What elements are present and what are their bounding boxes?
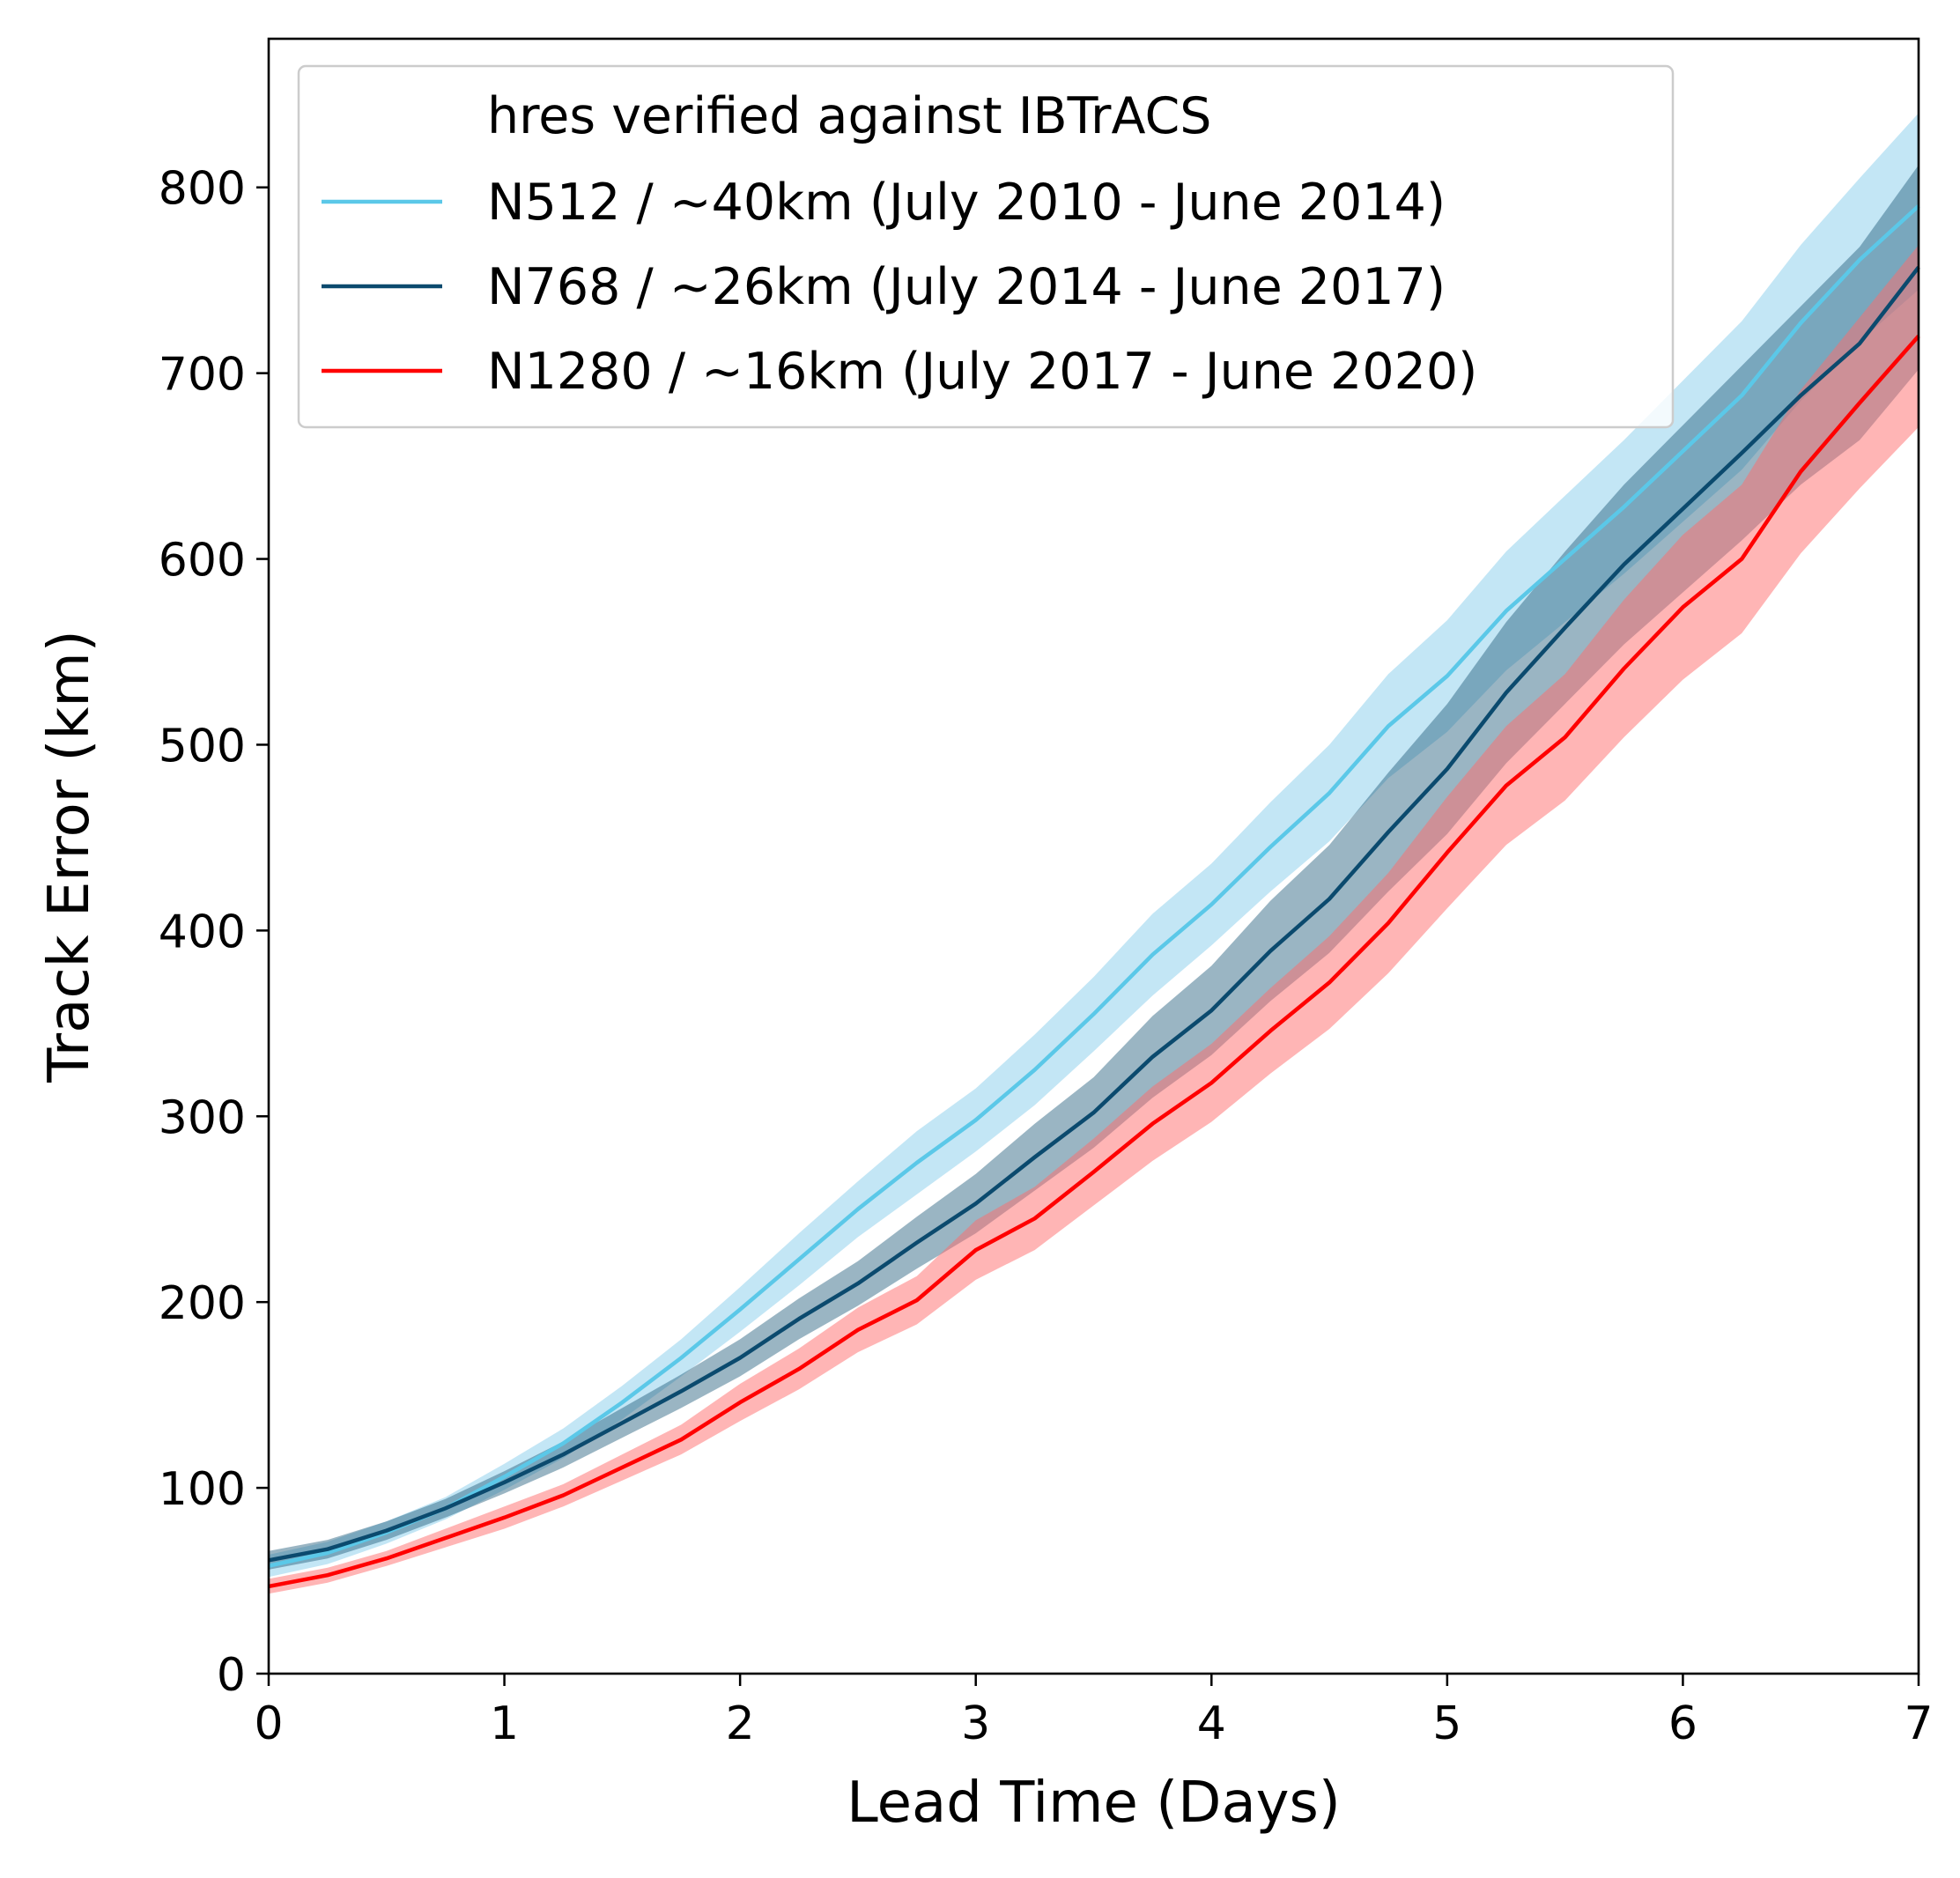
y-tick-label: 600	[159, 535, 246, 588]
y-tick-label: 700	[159, 349, 246, 402]
x-tick-label: 6	[1668, 1697, 1697, 1750]
y-tick-label: 400	[159, 906, 246, 958]
y-tick-label: 0	[217, 1649, 246, 1702]
legend-box	[297, 64, 1675, 429]
plot-frame	[267, 37, 1920, 1675]
x-tick-label: 5	[1432, 1697, 1461, 1750]
y-tick-label: 100	[159, 1463, 246, 1516]
x-tick-label: 2	[726, 1697, 755, 1750]
y-axis-title: Track Error (km)	[37, 630, 102, 1083]
y-tick-label: 500	[159, 720, 246, 773]
x-axis-ticks: 0 1 2 3 4 5 6 7	[254, 1674, 1934, 1750]
legend-title: hres verified against IBTrACS	[487, 87, 1211, 145]
x-tick-label: 1	[490, 1697, 519, 1750]
x-tick-label: 3	[961, 1697, 990, 1750]
legend: hres verified against IBTrACS N512 / ~40…	[297, 64, 1675, 429]
x-tick-label: 4	[1197, 1697, 1226, 1750]
legend-label-1: N512 / ~40km (July 2010 - June 2014)	[487, 174, 1446, 232]
legend-entries: N512 / ~40km (July 2010 - June 2014) N768…	[322, 174, 1477, 401]
legend-label-3: N1280 / ~16km (July 2017 - June 2020)	[487, 343, 1477, 401]
series-3-line	[268, 335, 1920, 1589]
series-lines	[268, 204, 1920, 1589]
series-2-line	[268, 266, 1920, 1563]
x-tick-label: 0	[254, 1697, 283, 1750]
y-tick-label: 300	[159, 1091, 246, 1144]
y-tick-label: 800	[159, 163, 246, 216]
series-1-line	[268, 204, 1920, 1568]
x-tick-label: 7	[1904, 1697, 1933, 1750]
y-tick-label: 200	[159, 1277, 246, 1330]
y-axis-ticks: 0 100 200 300 400 500 600 700 800	[159, 163, 269, 1702]
x-axis-title: Lead Time (Days)	[847, 1771, 1341, 1836]
legend-label-2: N768 / ~26km (July 2014 - June 2017)	[487, 258, 1446, 316]
